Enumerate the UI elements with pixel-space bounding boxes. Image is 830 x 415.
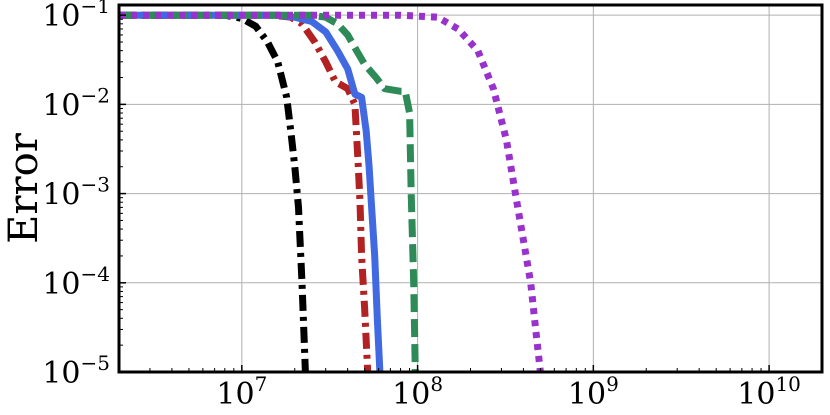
y-tick-label: 10−3: [42, 173, 110, 213]
y-tick-label: 10−2: [42, 83, 110, 123]
plot-frame: [117, 3, 824, 374]
series-line-5: [119, 11, 544, 373]
x-tick-exponent: 10: [775, 372, 800, 396]
x-tick-exponent: 7: [255, 372, 268, 396]
y-tick-label: 10−5: [42, 351, 110, 391]
y-tick-base: 10: [42, 178, 80, 213]
ticks: [118, 14, 823, 373]
grid: [119, 5, 822, 373]
x-tick-base: 10: [392, 377, 430, 412]
x-tick-exponent: 9: [606, 372, 619, 396]
y-tick-exponent: −2: [81, 83, 110, 107]
x-tick-label: 108: [392, 372, 443, 412]
x-tick-exponent: 8: [430, 372, 443, 396]
y-tick-base: 10: [42, 267, 80, 302]
series-line-4: [119, 11, 419, 373]
x-tick-label: 107: [216, 372, 267, 412]
y-axis-label: Error: [1, 132, 47, 244]
y-tick-exponent: −1: [81, 0, 110, 18]
y-tick-exponent: −5: [81, 351, 110, 375]
x-tick-base: 10: [568, 377, 606, 412]
y-tick-exponent: −4: [81, 262, 110, 286]
y-tick-label: 10−1: [42, 0, 110, 34]
y-tick-base: 10: [42, 0, 80, 34]
x-tick-label: 109: [568, 372, 619, 412]
x-tick-label: 1010: [737, 372, 801, 412]
y-tick-label: 10−4: [42, 262, 110, 302]
y-tick-base: 10: [42, 88, 80, 123]
x-tick-base: 10: [737, 377, 775, 412]
x-tick-base: 10: [216, 377, 254, 412]
y-tick-base: 10: [42, 356, 80, 391]
y-tick-exponent: −3: [81, 173, 110, 197]
series-layer: [119, 11, 544, 373]
